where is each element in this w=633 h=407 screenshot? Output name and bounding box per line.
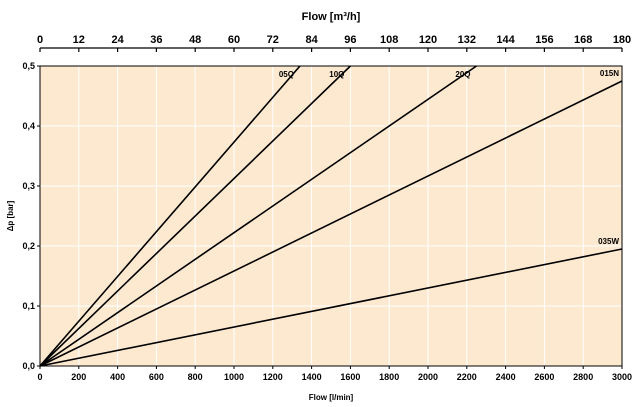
x-tick-label: 1600 [340, 372, 360, 382]
top-tick-label: 108 [380, 34, 398, 46]
y-tick-label: 0,1 [22, 301, 35, 311]
top-tick-label: 180 [613, 34, 631, 46]
x-tick-label: 2800 [573, 372, 593, 382]
x-tick-label: 400 [110, 372, 125, 382]
series-lines [39, 65, 623, 367]
series-line-035w [39, 248, 623, 367]
x-tick-label: 2400 [496, 372, 516, 382]
top-tick-label: 60 [228, 34, 240, 46]
y-tick-label: 0,0 [22, 361, 35, 371]
series-line-10q [39, 65, 351, 367]
top-tick-label: 96 [344, 34, 356, 46]
top-tick-label: 120 [419, 34, 437, 46]
top-tick-label: 156 [535, 34, 553, 46]
y-tick-label: 0,3 [22, 181, 35, 191]
top-axis-title: Flow [m³/h] [302, 11, 361, 23]
y-tick-label: 0,5 [22, 61, 35, 71]
x-tick-label: 1800 [379, 372, 399, 382]
series-label-05q: 05Q [279, 70, 294, 79]
x-tick-label: 200 [71, 372, 86, 382]
top-tick-label: 12 [73, 34, 85, 46]
x-tick-label: 800 [188, 372, 203, 382]
series-labels: 05Q 10Q 20Q 015N 035W [279, 69, 620, 246]
series-label-015n: 015N [600, 69, 619, 78]
series-label-035w: 035W [598, 237, 619, 246]
x-tick-label: 3000 [612, 372, 632, 382]
series-line-20q [39, 65, 477, 367]
y-tick-label: 0,4 [22, 121, 35, 131]
x-tick-label: 600 [149, 372, 164, 382]
top-tick-label: 168 [574, 34, 592, 46]
top-tick-label: 132 [458, 34, 476, 46]
y-tick-label: 0,2 [22, 241, 35, 251]
top-tick-label: 48 [189, 34, 201, 46]
top-tick-label: 0 [37, 34, 43, 46]
top-tick-label: 144 [496, 34, 515, 46]
y-axis-title: Δp [bar] [6, 200, 15, 231]
x-axis-title: Flow [l/min] [309, 393, 354, 402]
series-line-015n [39, 80, 623, 367]
x-tick-label: 2600 [534, 372, 554, 382]
x-tick-label: 1200 [263, 372, 283, 382]
series-label-10q: 10Q [329, 70, 344, 79]
x-tick-label: 1000 [224, 372, 244, 382]
x-tick-label: 0 [37, 372, 42, 382]
plot-border [39, 65, 623, 367]
axes: 0 200 400 600 800 1000 1200 1400 1600 1800 2000 220… [22, 34, 632, 382]
top-tick-label: 24 [111, 34, 124, 46]
x-tick-label: 1400 [302, 372, 322, 382]
plot-area [40, 66, 622, 366]
x-tick-label: 2000 [418, 372, 438, 382]
top-tick-label: 36 [150, 34, 162, 46]
top-tick-label: 84 [305, 34, 318, 46]
x-tick-label: 2200 [457, 372, 477, 382]
series-label-20q: 20Q [455, 70, 470, 79]
top-tick-label: 72 [267, 34, 279, 46]
series-line-05q [39, 65, 301, 367]
